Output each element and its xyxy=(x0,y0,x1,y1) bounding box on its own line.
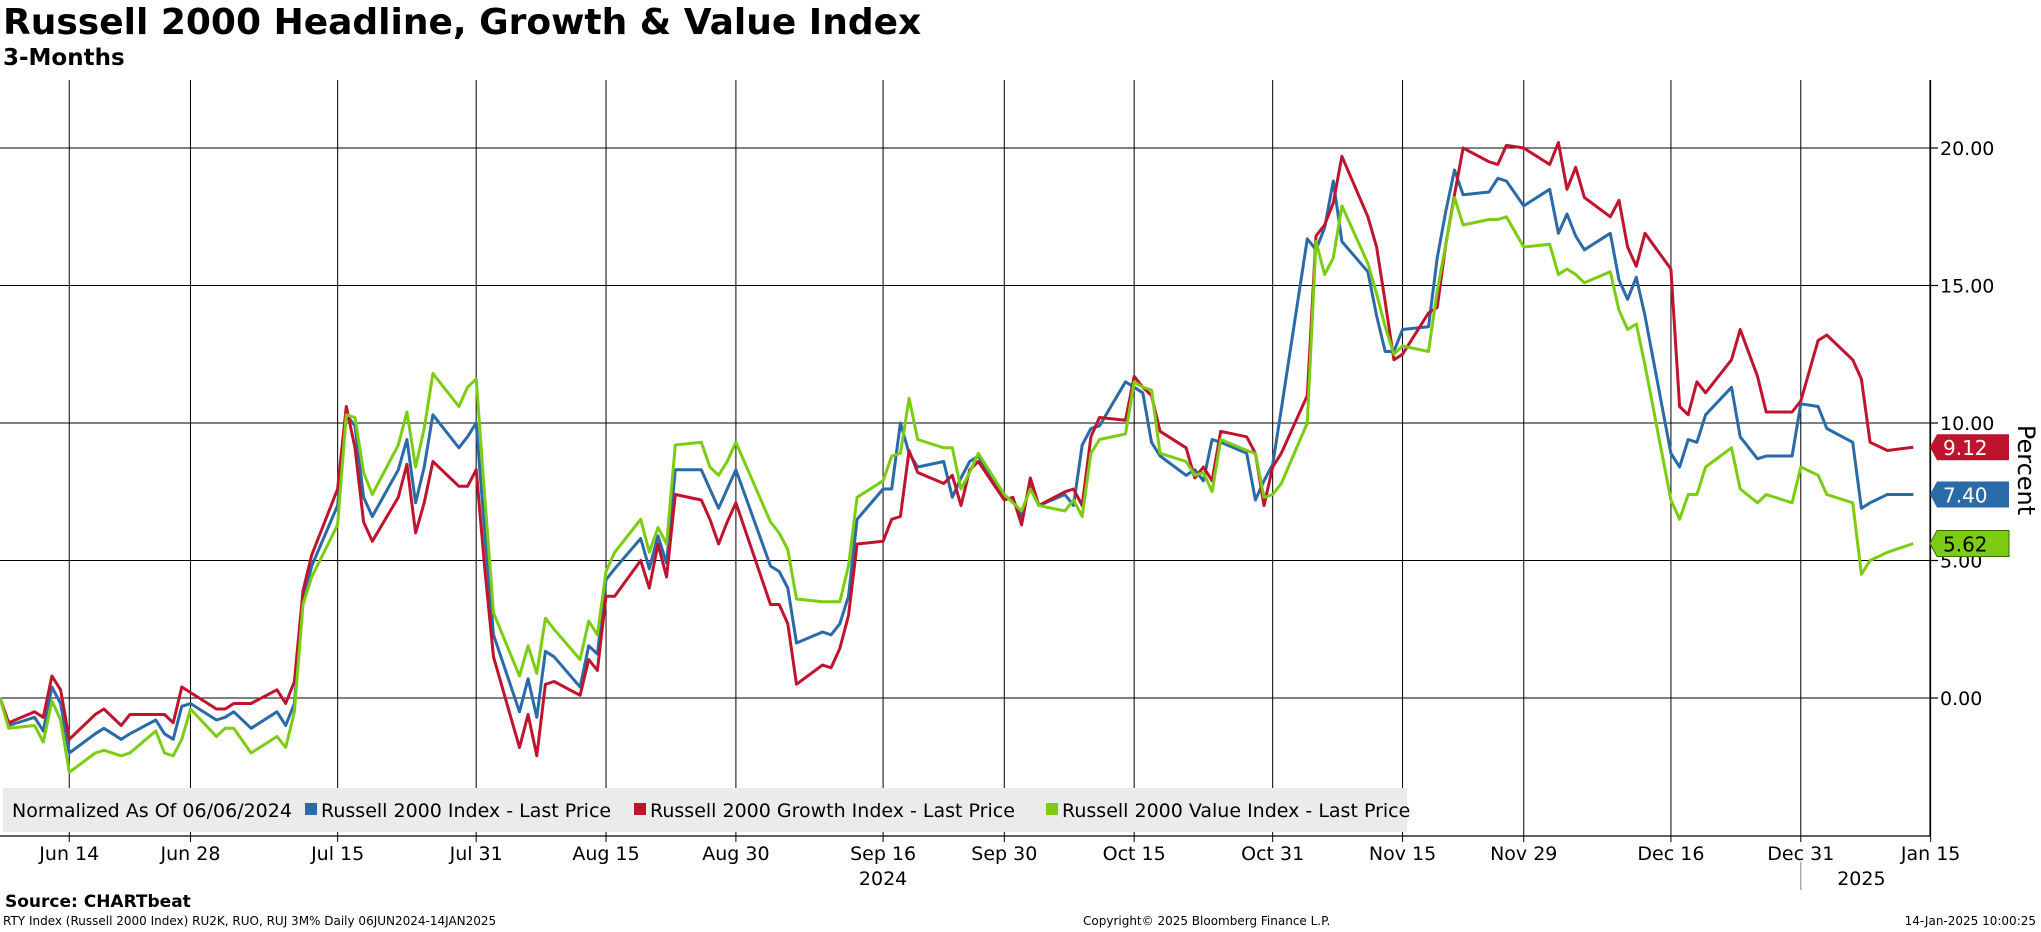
series-lines xyxy=(0,141,1914,774)
y-tick-label: 10.00 xyxy=(1940,413,1994,435)
legend-entry-value: Russell 2000 Value Index - Last Price xyxy=(1062,800,1410,822)
legend-entry-growth: Russell 2000 Growth Index - Last Price xyxy=(650,800,1015,822)
footer-meta: RTY Index (Russell 2000 Index) RU2K, RUO… xyxy=(3,914,497,928)
last-value-box-value xyxy=(1929,529,2010,557)
x-tick-label: Oct 31 xyxy=(1241,843,1304,865)
x-tick-label: Jun 28 xyxy=(160,843,221,865)
y-tick-label: 20.00 xyxy=(1940,138,1994,160)
y-tick-label: 15.00 xyxy=(1940,276,1994,298)
page-subtitle: 3-Months xyxy=(3,45,125,71)
x-tick-label: Nov 15 xyxy=(1369,843,1436,865)
last-value-label-value: 5.62 xyxy=(1943,532,1988,556)
footer-timestamp: 14-Jan-2025 10:00:25 xyxy=(1904,914,2036,928)
legend-swatch-headline xyxy=(305,803,317,815)
series-line-value xyxy=(0,196,1914,774)
series-line-headline xyxy=(0,168,1914,755)
x-year-label: 2025 xyxy=(1837,868,1885,890)
last-value-box-growth xyxy=(1930,434,2009,461)
legend-entry-headline: Russell 2000 Index - Last Price xyxy=(321,800,611,822)
x-tick-label: Sep 30 xyxy=(971,843,1037,865)
page-title: Russell 2000 Headline, Growth & Value In… xyxy=(3,2,922,43)
x-tick-label: Jun 14 xyxy=(38,843,99,865)
x-tick-label: Jul 31 xyxy=(449,843,503,865)
x-year-label: 2024 xyxy=(859,868,907,890)
x-tick-label: Aug 30 xyxy=(702,843,769,865)
y-axis-label: Percent xyxy=(2012,425,2040,515)
last-value-label-headline: 7.40 xyxy=(1943,484,1988,508)
footer-copyright: Copyright© 2025 Bloomberg Finance L.P. xyxy=(1083,914,1331,928)
x-tick-label: Jan 15 xyxy=(1900,843,1961,865)
source-label: Source: CHARTbeat xyxy=(5,892,191,912)
x-tick-label: Aug 15 xyxy=(572,843,639,865)
y-tick-label: 0.00 xyxy=(1940,688,1982,710)
series-line-growth xyxy=(0,141,1914,758)
legend-prefix: Normalized As Of 06/06/2024 xyxy=(12,800,292,822)
legend-swatch-growth xyxy=(634,803,646,815)
x-tick-label: Sep 16 xyxy=(850,843,916,865)
x-tick-label: Oct 15 xyxy=(1103,843,1166,865)
last-value-label-growth: 9.12 xyxy=(1943,436,1988,460)
legend: Normalized As Of 06/06/2024 Russell 2000 … xyxy=(3,788,1410,832)
x-tick-label: Nov 29 xyxy=(1490,843,1557,865)
legend-box xyxy=(3,788,1407,832)
x-tick-label: Dec 31 xyxy=(1767,843,1834,865)
gridlines xyxy=(0,80,1932,836)
last-value-markers: 7.40 9.12 5.62 xyxy=(1929,434,2010,557)
x-tick-label: Dec 16 xyxy=(1637,843,1704,865)
legend-swatch-value xyxy=(1046,803,1058,815)
x-tick-label: Jul 15 xyxy=(310,843,364,865)
last-value-box-headline xyxy=(1930,481,2009,508)
